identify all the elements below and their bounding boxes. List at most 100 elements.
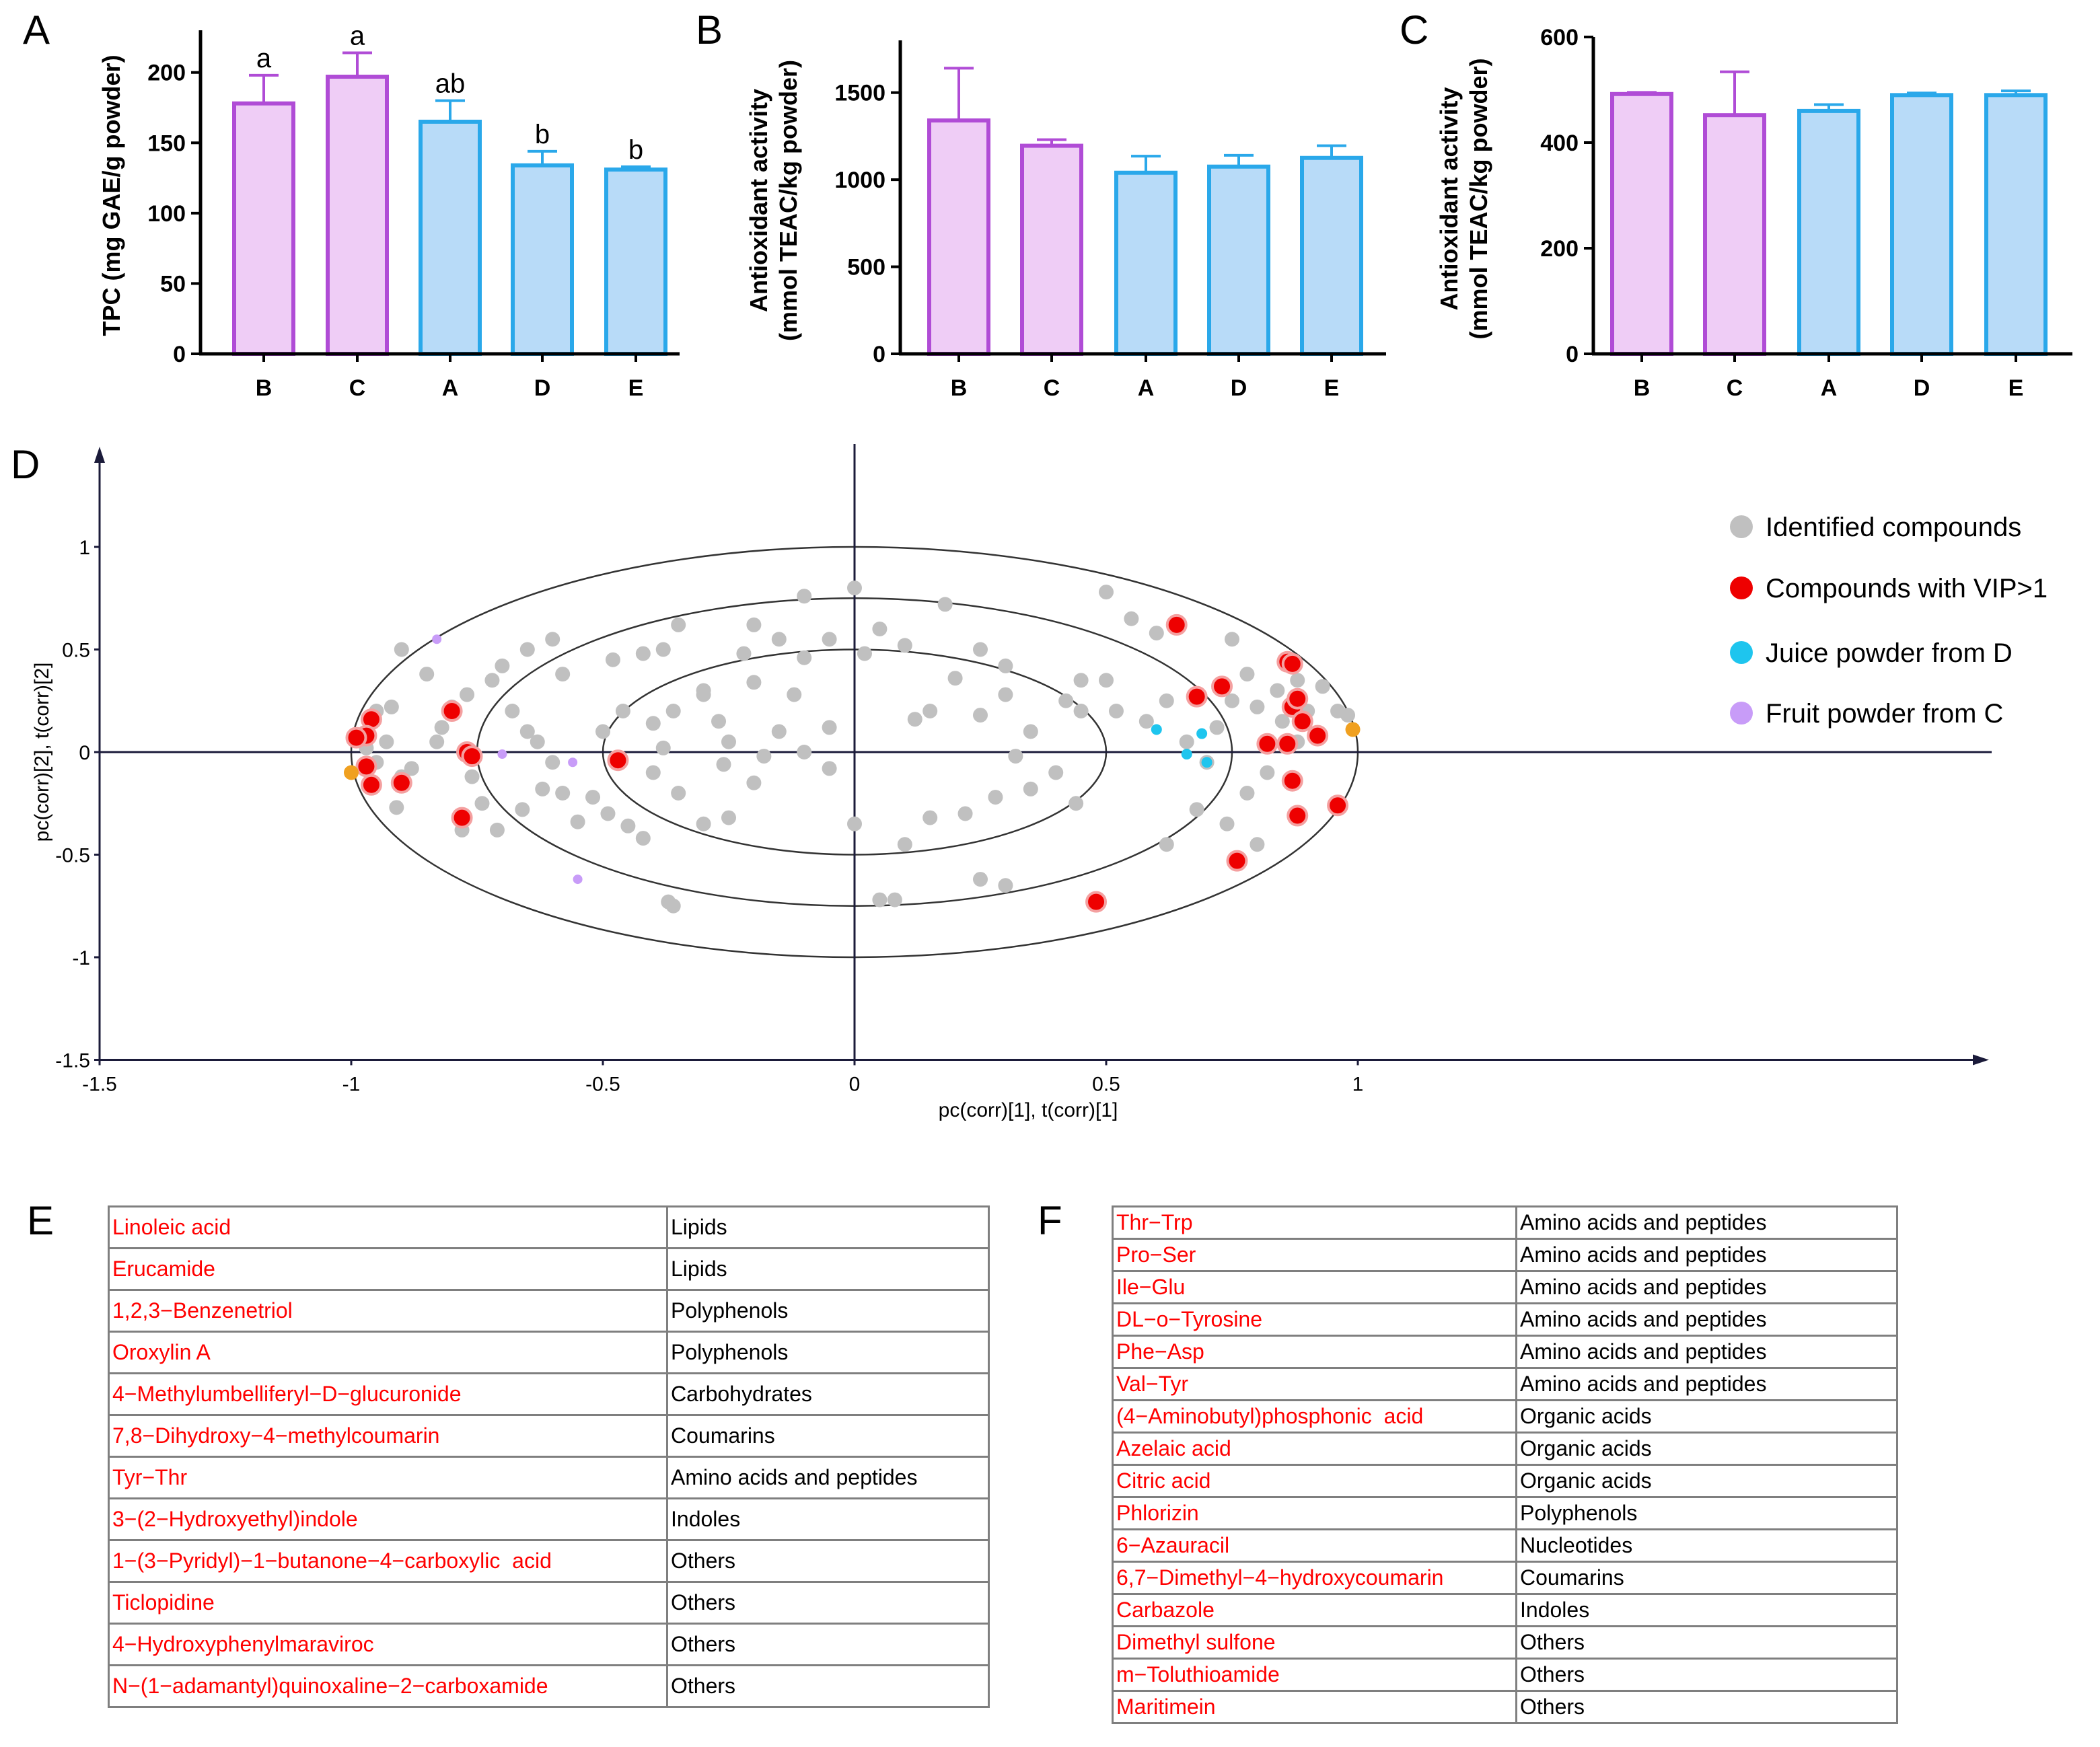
panel-d-point-identified [655,740,671,755]
table-f-row: Maritimein Others [1112,1690,1898,1724]
panel-d-point-identified [1159,693,1174,708]
panel-d-legend-marker-juice_pt [1730,641,1753,664]
panel-d-point-vip [1327,794,1349,817]
panel-d-point-identified [822,720,837,735]
panel-d-point-identified [1159,837,1174,852]
panel-d-point-identified [434,720,449,735]
panel-c-bar-C [1703,113,1766,356]
compound-name-cell: Oroxylin A [108,1331,668,1374]
panel-a-y-tick-label: 150 [147,131,186,156]
panel-c-x-tick-label: E [2008,375,2024,401]
compound-class-cell: Organic acids [1515,1399,1898,1434]
compound-name-cell: Azelaic acid [1112,1432,1517,1466]
panel-d-point-identified [887,892,902,907]
compound-name-cell: Ticlopidine [108,1581,668,1625]
panel-a-bar-B [232,101,295,356]
compound-class-cell: Amino acids and peptides [1515,1205,1898,1240]
panel-d-point-vip [345,727,367,749]
panel-a-y-tick-label: 0 [173,342,186,367]
panel-d-point-identified [1073,673,1089,688]
panel-d-point-identified [1290,673,1305,688]
panel-d-point-identified [600,806,616,821]
panel-d-point-identified [872,622,888,636]
panel-d-point-identified [545,632,560,647]
panel-d-point-identified [495,658,510,673]
compound-name-cell: (4−Aminobutyl)phosphonic acid [1112,1399,1517,1434]
table-f-row: Ile−Glu Amino acids and peptides [1112,1270,1898,1304]
compound-class-cell: Lipids [666,1247,990,1291]
panel-d-point-reference [344,765,359,780]
panel-d-point-identified [389,800,404,815]
table-e-row: 4−Hydroxyphenylmaraviroc Others [108,1623,990,1666]
panel-d-point-identified [1023,781,1038,796]
panel-d-point-identified [545,755,560,770]
panel-d-point-identified [1099,673,1114,688]
compound-class-cell: Lipids [666,1205,990,1249]
compound-class-cell: Coumarins [1515,1561,1898,1595]
compound-table-e: Linoleic acid Lipids Erucamide Lipids 1,2,3−… [108,1205,990,1708]
compound-class-cell: Indoles [666,1497,990,1541]
compound-class-cell: Amino acids and peptides [1515,1335,1898,1369]
panel-d-y-axis-title: pc(corr)[2], t(corr)[2] [31,663,53,842]
panel-d-y-tick-label: 1 [79,537,90,559]
panel-d-point-juice-powder [1201,757,1212,768]
compound-name-cell: Erucamide [108,1247,668,1291]
panel-d-x-axis-title: pc(corr)[1], t(corr)[1] [939,1099,1118,1121]
panel-d-point-identified [394,642,409,657]
panel-d-point-identified [998,878,1013,893]
panel-d-point-vip [1287,687,1309,710]
panel-d-point-identified [605,652,620,667]
panel-d-point-identified [973,872,988,887]
panel-d-point-identified [973,708,988,723]
panel-d-point-vip [360,774,382,796]
panel-b-bar-E [1300,155,1363,356]
panel-d-point-vip [1085,891,1108,913]
panel-d-y-tick-label: 0.5 [62,640,90,662]
panel-d-point-identified [957,806,973,821]
panel-d-point-identified [872,892,888,907]
panel-d-x-axis-arrow [1973,1054,1989,1066]
compound-name-cell: 1,2,3−Benzenetriol [108,1289,668,1333]
panel-d-point-identified [1008,749,1023,764]
panel-a-y-tick-label: 200 [147,61,186,86]
panel-d-point-identified [1048,765,1064,780]
panel-d-point-identified [585,790,601,805]
panel-label-b: B [696,7,723,52]
panel-d-legend-label: Fruit powder from C [1766,699,2003,729]
panel-d-point-identified [746,675,762,690]
panel-d-legend-marker-identified [1730,515,1753,538]
compound-class-cell: Carbohydrates [666,1372,990,1416]
panel-a-significance-letter: a [256,44,272,73]
panel-label-c: C [1400,7,1429,52]
panel-d-x-tick-label: 1 [1352,1074,1364,1096]
panel-d-point-identified [998,687,1013,702]
compound-class-cell: Amino acids and peptides [666,1456,990,1499]
panel-d-point-vip [461,745,483,768]
panel-d-point-identified [947,671,963,686]
table-e-row: Linoleic acid Lipids [108,1205,990,1249]
panel-a-x-tick-label: A [442,375,459,401]
panel-d-point-identified [988,790,1003,805]
table-f-row: Val−Tyr Amino acids and peptides [1112,1367,1898,1401]
panel-d-legend-marker-vip [1730,577,1753,599]
compound-class-cell: Indoles [1515,1593,1898,1627]
table-f-row: 6−Azauracil Nucleotides [1112,1528,1898,1563]
panel-d-point-identified [1124,611,1139,626]
panel-d-point-identified [404,761,419,776]
panel-d-point-identified [595,724,610,739]
panel-d-point-identified [484,673,500,688]
table-f-row: Thr−Trp Amino acids and peptides [1112,1205,1898,1240]
panel-d-point-identified [746,775,762,790]
panel-d-point-identified [1340,708,1356,723]
panel-b-y-tick-label: 1000 [834,168,885,193]
table-f-row: Carbazole Indoles [1112,1593,1898,1627]
panel-d-point-identified [645,765,661,780]
table-f-row: Dimethyl sulfone Others [1112,1625,1898,1660]
panel-d-point-identified [1250,699,1265,714]
compound-name-cell: 4−Hydroxyphenylmaraviroc [108,1623,668,1666]
panel-d-point-identified [464,769,480,784]
panel-c-y-tick-label: 400 [1540,131,1579,156]
panel-d-x-tick-label: 0 [849,1074,861,1096]
compound-class-cell: Others [1515,1625,1898,1660]
